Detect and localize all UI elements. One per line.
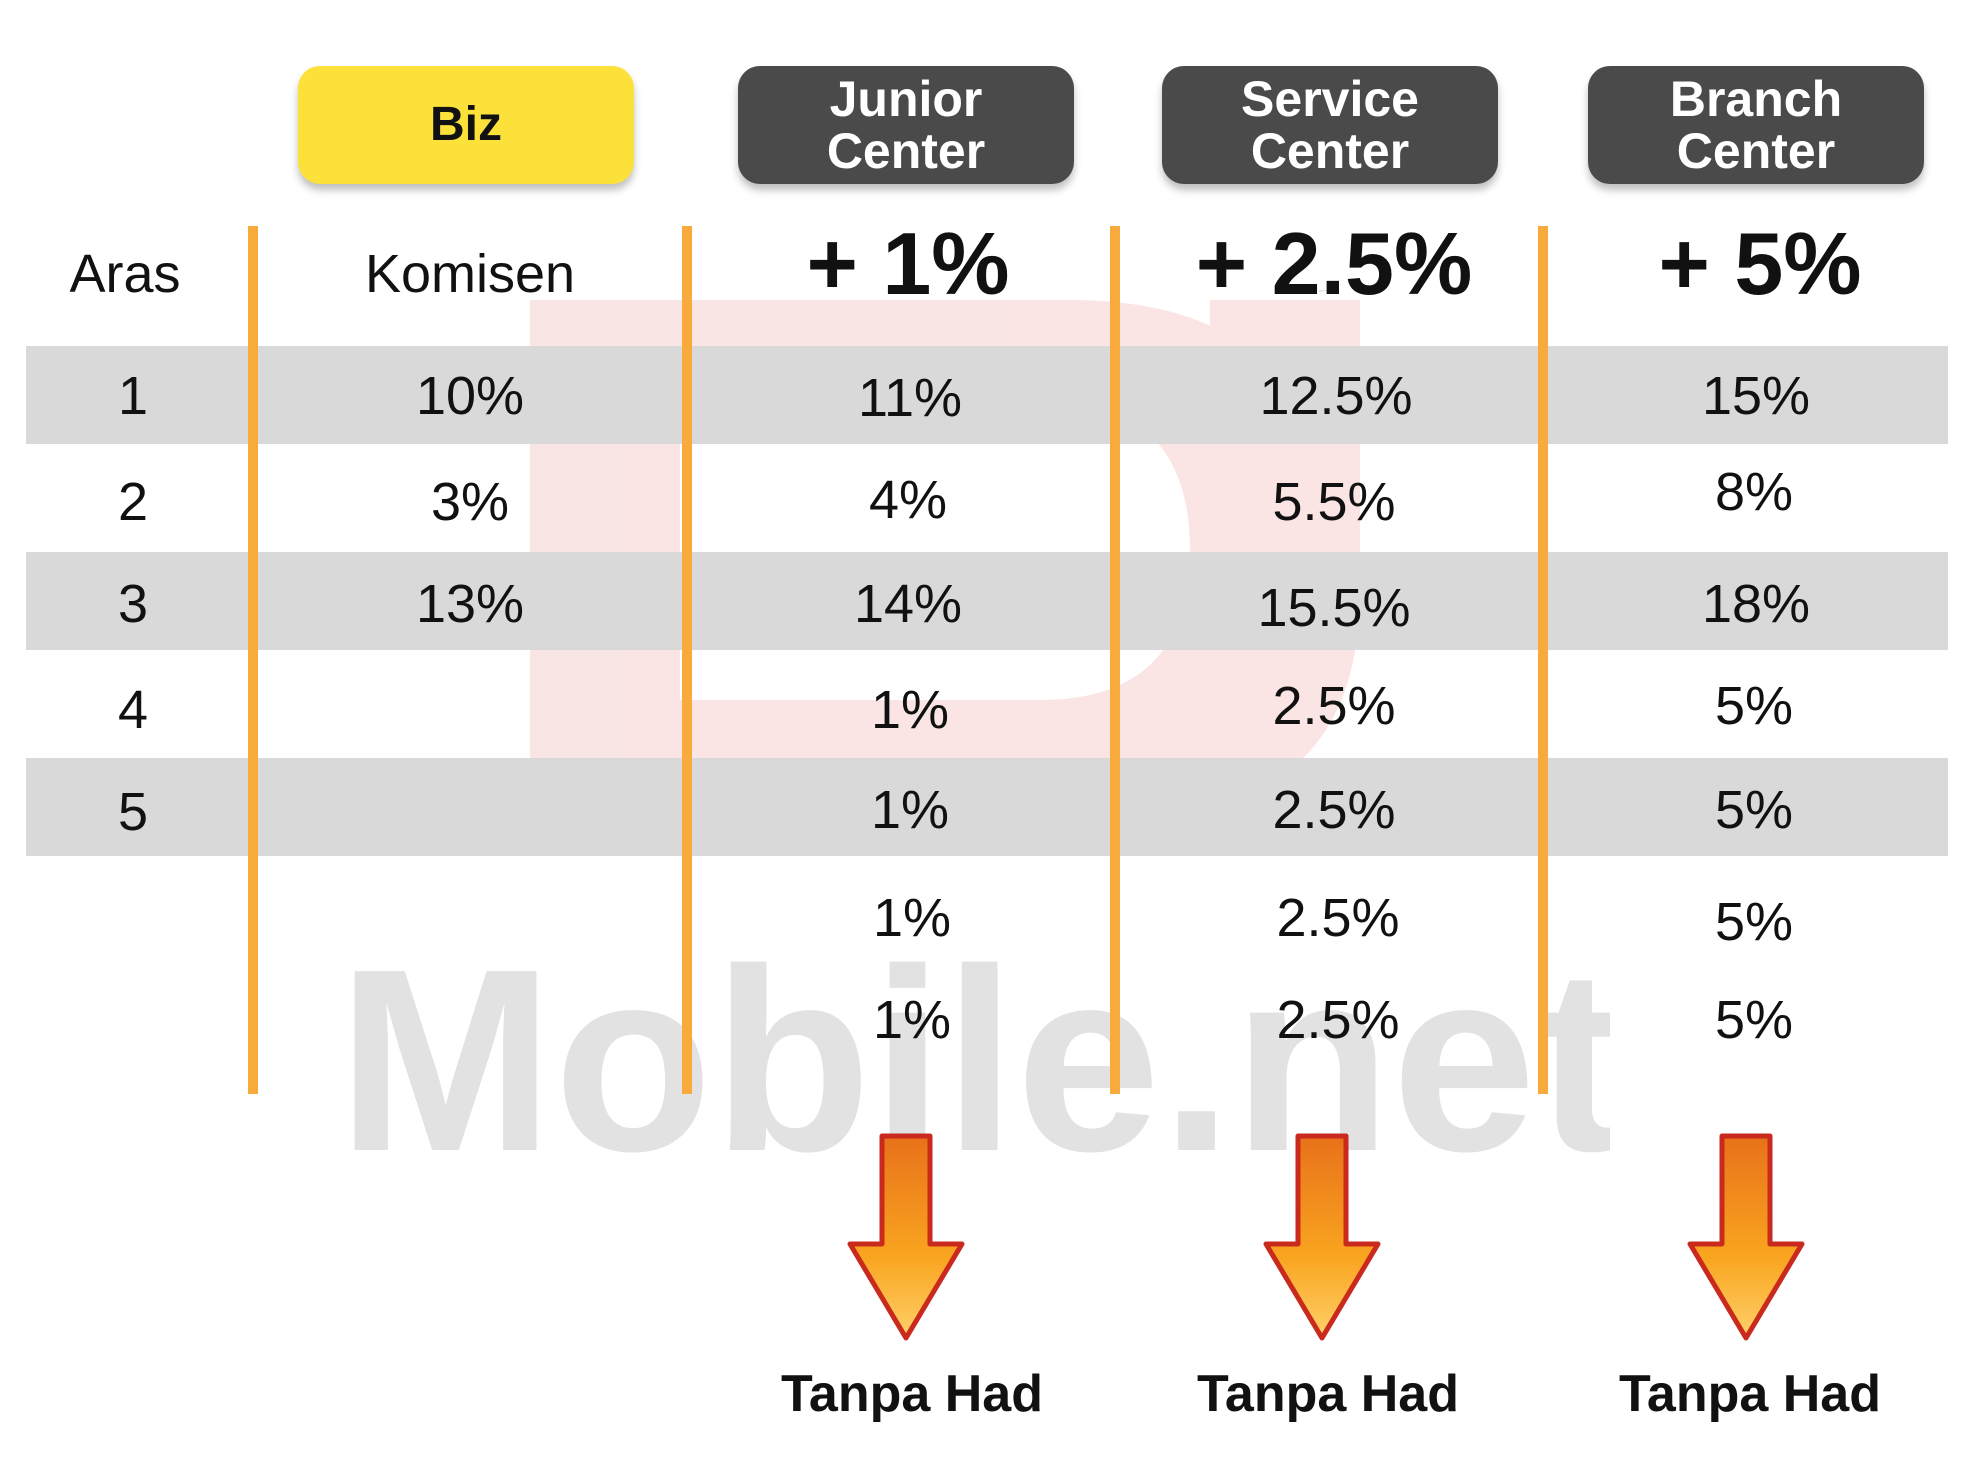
junior-cell: 11% [857, 368, 963, 428]
bonus-service: + 2.5% [1195, 214, 1473, 313]
level-cell: 5 [117, 782, 149, 842]
branch-cell: 5% [1714, 676, 1794, 736]
service-cell: 2.5% [1272, 780, 1396, 840]
junior-cell: 1% [872, 990, 952, 1050]
column-label-level: Aras [69, 244, 181, 304]
header-service-center: Service Center [1162, 66, 1498, 184]
branch-cell: 15% [1701, 366, 1811, 426]
branch-cell: 5% [1714, 990, 1794, 1050]
level-cell: 3 [117, 574, 149, 634]
bonus-branch: + 5% [1658, 214, 1862, 313]
branch-cell: 8% [1714, 462, 1794, 522]
unlimited-label-branch: Tanpa Had [1619, 1365, 1881, 1423]
column-label-commission: Komisen [364, 244, 576, 304]
biz-cell: 13% [415, 574, 525, 634]
unlimited-label-junior: Tanpa Had [781, 1365, 1043, 1423]
bonus-junior: + 1% [806, 214, 1010, 313]
junior-cell: 1% [872, 888, 952, 948]
arrow-down-icon [847, 1133, 965, 1341]
biz-cell: 10% [415, 366, 525, 426]
level-cell: 2 [117, 472, 149, 532]
arrow-down-icon [1687, 1133, 1805, 1341]
service-cell: 2.5% [1272, 676, 1396, 736]
service-cell: 5.5% [1272, 472, 1396, 532]
biz-cell: 3% [430, 472, 510, 532]
level-cell: 4 [117, 680, 149, 740]
divider-2 [682, 226, 692, 1094]
service-cell: 2.5% [1276, 990, 1400, 1050]
row-stripe-3 [26, 552, 1948, 650]
service-cell: 2.5% [1276, 888, 1400, 948]
service-cell: 12.5% [1259, 366, 1413, 426]
branch-cell: 5% [1714, 892, 1794, 952]
service-cell: 15.5% [1257, 578, 1411, 638]
junior-cell: 14% [853, 574, 963, 634]
arrow-down-icon [1263, 1133, 1381, 1341]
header-branch-center: Branch Center [1588, 66, 1924, 184]
branch-cell: 5% [1714, 780, 1794, 840]
divider-3 [1110, 226, 1120, 1094]
row-stripe-1 [26, 346, 1948, 444]
junior-cell: 4% [868, 470, 948, 530]
header-junior-center: Junior Center [738, 66, 1074, 184]
divider-1 [248, 226, 258, 1094]
junior-cell: 1% [870, 680, 950, 740]
unlimited-label-service: Tanpa Had [1197, 1365, 1459, 1423]
header-biz: Biz [298, 66, 634, 184]
branch-cell: 18% [1701, 574, 1811, 634]
junior-cell: 1% [870, 780, 950, 840]
divider-4 [1538, 226, 1548, 1094]
row-stripe-5 [26, 758, 1948, 856]
level-cell: 1 [117, 366, 149, 426]
